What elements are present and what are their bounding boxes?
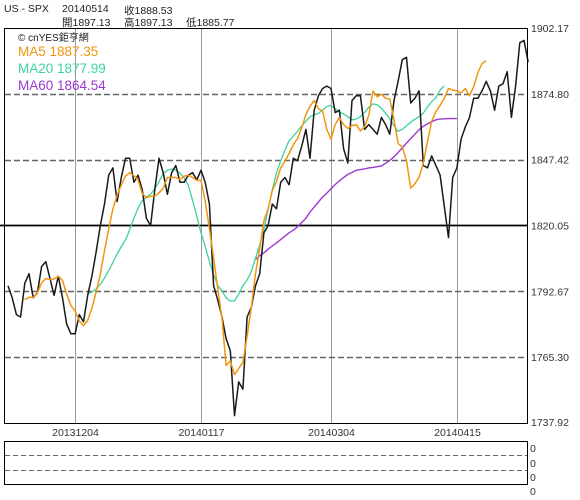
x-tick-label: 20140415 bbox=[434, 427, 481, 439]
date-label: 20140514 bbox=[62, 3, 109, 15]
y-tick-label: 1847.42 bbox=[531, 155, 569, 167]
chart-grid bbox=[0, 28, 527, 423]
ma20-series-line bbox=[87, 85, 445, 302]
symbol-label: US - SPX bbox=[4, 3, 49, 15]
x-tick-label: 20140117 bbox=[179, 427, 225, 439]
y-tick-label: 1820.05 bbox=[531, 220, 569, 232]
y-tick-label: 1874.80 bbox=[531, 89, 569, 101]
subpanel-tick-label: 0 bbox=[530, 486, 536, 498]
chart-legend: MA5 1887.35 MA20 1877.99 MA60 1864.54 bbox=[18, 44, 106, 93]
subpanel-tick-label: 0 bbox=[530, 472, 536, 484]
subpanel-tick-label: 0 bbox=[530, 443, 536, 455]
chart-axes: 20131204 20140117 20140304 20140415 1902.17 1… bbox=[52, 23, 569, 439]
y-tick-label: 1902.17 bbox=[531, 23, 569, 35]
ma60-series-line bbox=[255, 117, 457, 260]
low-price-label: 低1885.77 bbox=[186, 17, 235, 29]
ma5-legend-entry: MA5 1887.35 bbox=[18, 44, 98, 59]
ma5-series-line bbox=[24, 60, 487, 376]
x-tick-label: 20140304 bbox=[308, 427, 355, 439]
ma60-legend-entry: MA60 1864.54 bbox=[18, 78, 106, 93]
subpanel-tick-label: 0 bbox=[530, 458, 536, 470]
price-series-line bbox=[7, 39, 529, 417]
high-price-label: 高1897.13 bbox=[124, 17, 173, 29]
y-tick-label: 1737.92 bbox=[531, 417, 569, 429]
main-plot-frame bbox=[4, 28, 528, 424]
open-price-label: 開1897.13 bbox=[62, 17, 111, 29]
ma20-legend-entry: MA20 1877.99 bbox=[18, 61, 106, 76]
y-tick-label: 1765.30 bbox=[531, 352, 569, 364]
subpanel-frame bbox=[4, 441, 528, 485]
chart-series bbox=[7, 39, 529, 417]
cnyes-watermark: © cnYES鉅亨網 bbox=[18, 31, 89, 44]
quote-header: US - SPX 20140514 收1888.53 開1897.13 高189… bbox=[0, 0, 580, 30]
volume-subpanel: 0 0 0 0 bbox=[4, 441, 536, 498]
y-tick-label: 1792.67 bbox=[531, 286, 569, 298]
close-price-label: 收1888.53 bbox=[124, 5, 173, 17]
x-tick-label: 20131204 bbox=[52, 427, 99, 439]
